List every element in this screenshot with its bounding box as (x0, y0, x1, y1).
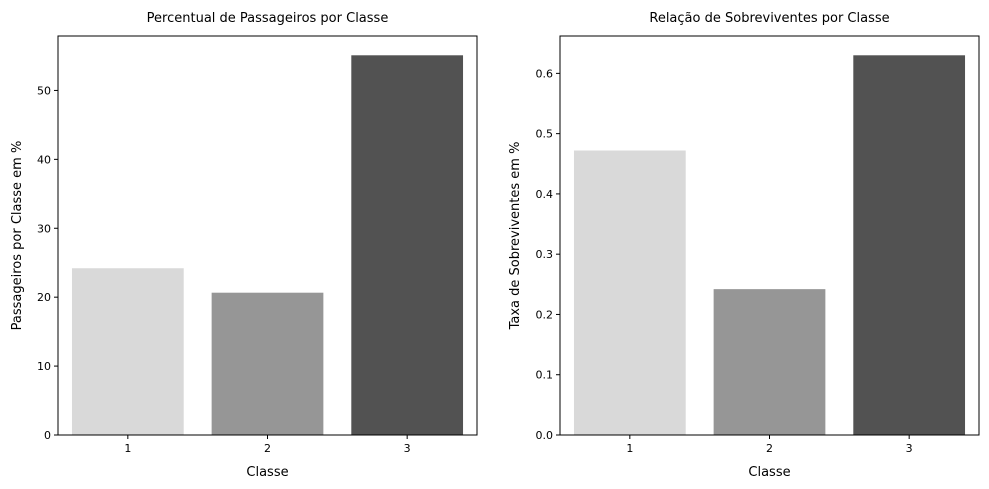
y-tick-label: 20 (37, 291, 51, 304)
plot-frame (559, 35, 980, 436)
y-tick-label: 0.0 (536, 429, 554, 442)
y-tick-label: 0.4 (536, 188, 554, 201)
bars (71, 55, 464, 435)
y-ticks: 0 10 20 30 40 50 (37, 84, 58, 442)
x-ticks: 1 2 3 (124, 435, 411, 455)
x-tick-label: 3 (906, 442, 913, 455)
bar-2 (713, 289, 826, 435)
y-ticks: 0.0 0.1 0.2 0.3 0.4 0.5 0.6 (536, 67, 560, 442)
y-tick-label: 40 (37, 153, 51, 166)
y-axis-label: Passageiros por Classe em % (10, 141, 25, 331)
bar-1 (573, 150, 686, 436)
x-ticks: 1 2 3 (626, 435, 913, 455)
bar-3 (351, 55, 464, 435)
y-axis-label: Taxa de Sobreviventes em % (508, 142, 523, 331)
y-tick-label: 0 (44, 429, 51, 442)
y-tick-label: 50 (37, 84, 51, 97)
y-tick-label: 0.3 (536, 248, 554, 261)
y-tick-label: 0.5 (536, 128, 554, 141)
x-tick-label: 1 (124, 442, 131, 455)
chart-relacao-sobreviventes: Relação de Sobreviventes por Classe Clas… (508, 11, 980, 480)
bar-3 (853, 55, 966, 435)
chart-title: Relação de Sobreviventes por Classe (649, 11, 889, 26)
bars (573, 55, 966, 436)
chart-percentual-passageiros: Percentual de Passageiros por Classe Cla… (10, 11, 478, 480)
x-axis-label: Classe (246, 465, 288, 480)
x-tick-label: 2 (264, 442, 271, 455)
y-tick-label: 0.6 (536, 67, 554, 80)
y-tick-label: 0.2 (536, 308, 554, 321)
y-tick-label: 0.1 (536, 369, 554, 382)
chart-title: Percentual de Passageiros por Classe (147, 11, 389, 26)
x-axis-label: Classe (748, 465, 790, 480)
plot-frame (57, 35, 478, 436)
bar-2 (211, 292, 324, 435)
x-tick-label: 2 (766, 442, 773, 455)
bar-1 (71, 268, 184, 435)
y-tick-label: 10 (37, 360, 51, 373)
x-tick-label: 3 (404, 442, 411, 455)
y-tick-label: 30 (37, 222, 51, 235)
x-tick-label: 1 (626, 442, 633, 455)
